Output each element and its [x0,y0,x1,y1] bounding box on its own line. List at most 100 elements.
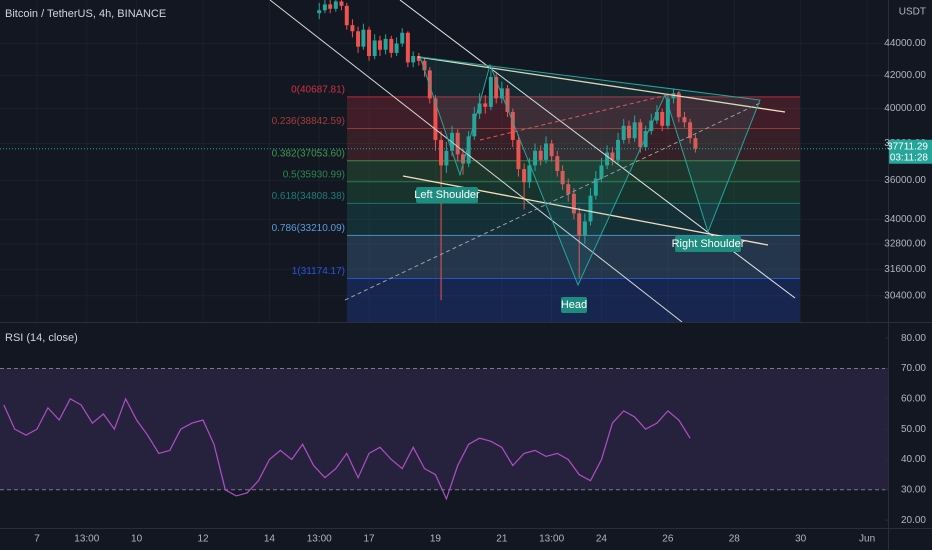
fib-label: 0(40687.81) [291,85,345,96]
rsi-band [0,368,888,490]
candle-body [455,132,460,155]
rsi-title: RSI (14, close) [5,332,78,344]
x-tick-label: Jun [859,534,875,545]
fib-label: 0.618(34808.38) [272,191,345,202]
candle-body [372,40,377,57]
candle-body [444,150,449,166]
candle-body [555,156,560,171]
candle-body [688,122,693,139]
candle-body [510,111,515,140]
candle-body [460,154,465,164]
candle-body [610,152,615,160]
candle-body [566,184,571,194]
candle-body [333,1,338,9]
rsi-line [3,397,691,501]
candle-body [682,117,687,123]
candle-body [472,113,477,137]
candle-body [627,125,632,139]
y-tick-label: 34000.00 [884,214,926,225]
candle-body [416,56,421,61]
x-tick-label: 13:00 [539,534,564,545]
candle-body [638,122,643,148]
x-tick-label: 26 [662,534,674,545]
x-tick-label: 14 [264,534,276,545]
last-price-label: 37711.29 [887,141,928,152]
candle-body [654,111,659,121]
fib-label: 0.5(35930.99) [283,169,345,180]
candle-body [616,139,621,160]
fib-label: 0.382(37053.60) [272,148,345,159]
y-tick-label: 50.00 [901,424,926,435]
left-shoulder-label: Left Shoulder [414,189,480,201]
y-tick-label: 60.00 [901,393,926,404]
candle-body [350,25,355,32]
candle-body [560,170,565,185]
trend-line [269,0,683,322]
candle-body [571,193,576,214]
x-tick-label: 10 [131,534,143,545]
main-pane: 0(40687.81) 0.236(38842.59) 0.382(37053.60… [0,0,888,322]
candle-body [439,139,444,166]
candle-body [621,125,626,140]
x-tick-label: 7 [34,534,40,545]
candle-body [599,165,604,179]
candle-body [516,139,521,170]
candle-body [533,150,538,166]
neckline-top [417,56,786,113]
x-tick-label: 17 [363,534,375,545]
x-tick-label: 21 [496,534,508,545]
candle-body [488,76,493,107]
rsi-pane [0,337,888,521]
x-tick-label: 30 [795,534,807,545]
x-tick-label: 24 [596,534,608,545]
candle-body [588,195,593,222]
candle-body [693,138,698,149]
candle-body [527,165,532,183]
candle-body [477,103,482,114]
head-shoulders-pattern [419,56,761,287]
candle-body [544,143,549,160]
candle-body [377,40,382,50]
label-box [561,297,587,313]
currency-label: USDT [899,7,926,18]
y-tick-label: 30400.00 [884,290,926,301]
candle-body [405,32,410,63]
chart-title: Bitcoin / TetherUS, 4h, BINANCE [5,8,166,20]
head-label: Head [561,299,587,311]
y-tick-label: 32800.00 [884,239,926,250]
y-tick-label: 40.00 [901,454,926,465]
candle-body [411,56,416,63]
candle-body [522,169,527,183]
candle-body [328,4,333,9]
y-tick-label: 36000.00 [884,175,926,186]
candle-body [665,98,670,126]
y-tick-label: 31600.00 [884,264,926,275]
fib-label: 0.236(38842.59) [272,116,345,127]
candle-body [433,98,438,140]
x-tick-label: 13:00 [74,534,99,545]
candle-body [643,131,648,148]
candle-body [494,76,499,99]
candle-body [344,5,349,26]
y-tick-label: 70.00 [901,363,926,374]
candle-body [361,29,366,47]
right-shoulder-label: Right Shoulder [672,238,745,250]
candle-body [538,150,543,160]
x-tick-label: 19 [430,534,442,545]
candle-body [593,178,598,196]
y-tick-label: 44000.00 [884,38,926,49]
candle-body [605,152,610,166]
candle-body [660,111,665,126]
candle-body [383,38,388,50]
candle-body [577,213,582,236]
y-tick-label: 80.00 [901,333,926,344]
fib-label: 0.786(33210.09) [272,223,345,234]
y-tick-label: 30.00 [901,484,926,495]
x-tick-label: 12 [197,534,209,545]
candle-body [389,38,394,53]
x-tick-label: 28 [729,534,741,545]
fib-band [347,96,800,129]
last-price-box [889,139,932,164]
